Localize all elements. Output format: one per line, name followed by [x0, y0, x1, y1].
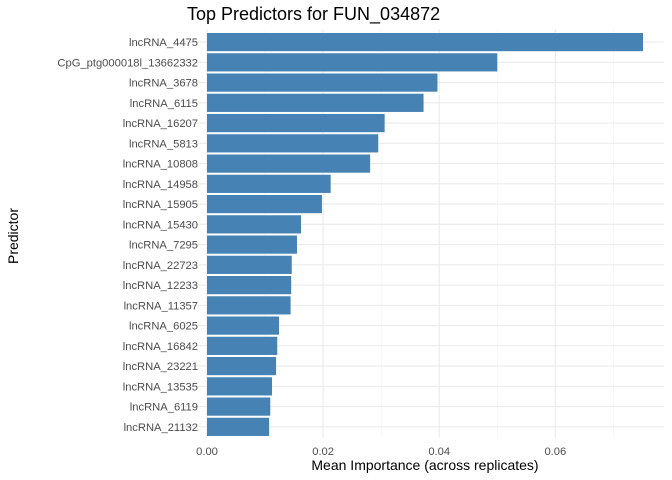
x-tick-label: 0.00	[196, 446, 218, 458]
bars	[207, 33, 643, 436]
chart-title: Top Predictors for FUN_034872	[187, 4, 441, 24]
bar-lncRNA_4475	[207, 33, 643, 52]
bar-lncRNA_15430	[207, 215, 302, 234]
x-tick-label: 0.06	[544, 446, 566, 458]
y-tick-label: lncRNA_23221	[123, 361, 198, 373]
bar-lncRNA_7295	[207, 235, 297, 254]
bar-lncRNA_23221	[207, 357, 277, 376]
y-axis-title: Predictor	[5, 207, 21, 265]
y-tick-label: lncRNA_16207	[123, 118, 198, 130]
bar-lncRNA_11357	[207, 296, 291, 315]
y-tick-label: lncRNA_22723	[123, 260, 198, 272]
y-tick-label: lncRNA_6115	[130, 98, 198, 110]
bar-lncRNA_16207	[207, 114, 385, 133]
bar-lncRNA_15905	[207, 195, 322, 214]
bar-lncRNA_13535	[207, 377, 273, 396]
y-tick-label: lncRNA_7295	[129, 240, 198, 252]
y-tick-label: lncRNA_14958	[123, 179, 198, 191]
bar-lncRNA_5813	[207, 134, 379, 153]
bar-lncRNA_12233	[207, 276, 292, 295]
y-tick-label: lncRNA_11357	[124, 300, 198, 312]
bar-lncRNA_3678	[207, 73, 438, 92]
y-tick-label: lncRNA_15905	[123, 199, 198, 211]
y-tick-label: lncRNA_3678	[129, 78, 198, 90]
y-tick-label: lncRNA_13535	[123, 381, 198, 393]
y-tick-label: lncRNA_21132	[124, 422, 198, 434]
bar-lncRNA_14958	[207, 174, 331, 193]
x-tick-labels: 0.00 0.02 0.04 0.06	[196, 446, 566, 458]
bar-lncRNA_6115	[207, 93, 424, 112]
y-tick-label: lncRNA_10808	[123, 159, 198, 171]
bar-CpG_ptg000018l_13662332	[207, 53, 498, 72]
bar-lncRNA_16842	[207, 336, 278, 355]
y-tick-label: lncRNA_15430	[123, 219, 198, 231]
bar-lncRNA_6119	[207, 397, 271, 416]
y-tick-label: lncRNA_6025	[129, 321, 198, 333]
bar-lncRNA_10808	[207, 154, 371, 173]
y-tick-label: lncRNA_16842	[123, 341, 198, 353]
bar-lncRNA_6025	[207, 316, 279, 335]
y-tick-label: lncRNA_12233	[123, 280, 198, 292]
x-axis-title: Mean Importance (across replicates)	[311, 457, 539, 473]
y-tick-labels: lncRNA_4475 CpG_ptg000018l_13662332 lncRNA…	[57, 37, 198, 434]
y-tick-label: lncRNA_6119	[130, 402, 198, 414]
y-tick-label: CpG_ptg000018l_13662332	[57, 57, 198, 69]
x-tick-label: 0.04	[428, 446, 450, 458]
x-tick-label: 0.02	[312, 446, 334, 458]
bar-lncRNA_22723	[207, 255, 292, 274]
y-tick-label: lncRNA_4475	[129, 37, 198, 49]
y-tick-label: lncRNA_5813	[129, 138, 198, 150]
bar-lncRNA_21132	[207, 417, 270, 436]
